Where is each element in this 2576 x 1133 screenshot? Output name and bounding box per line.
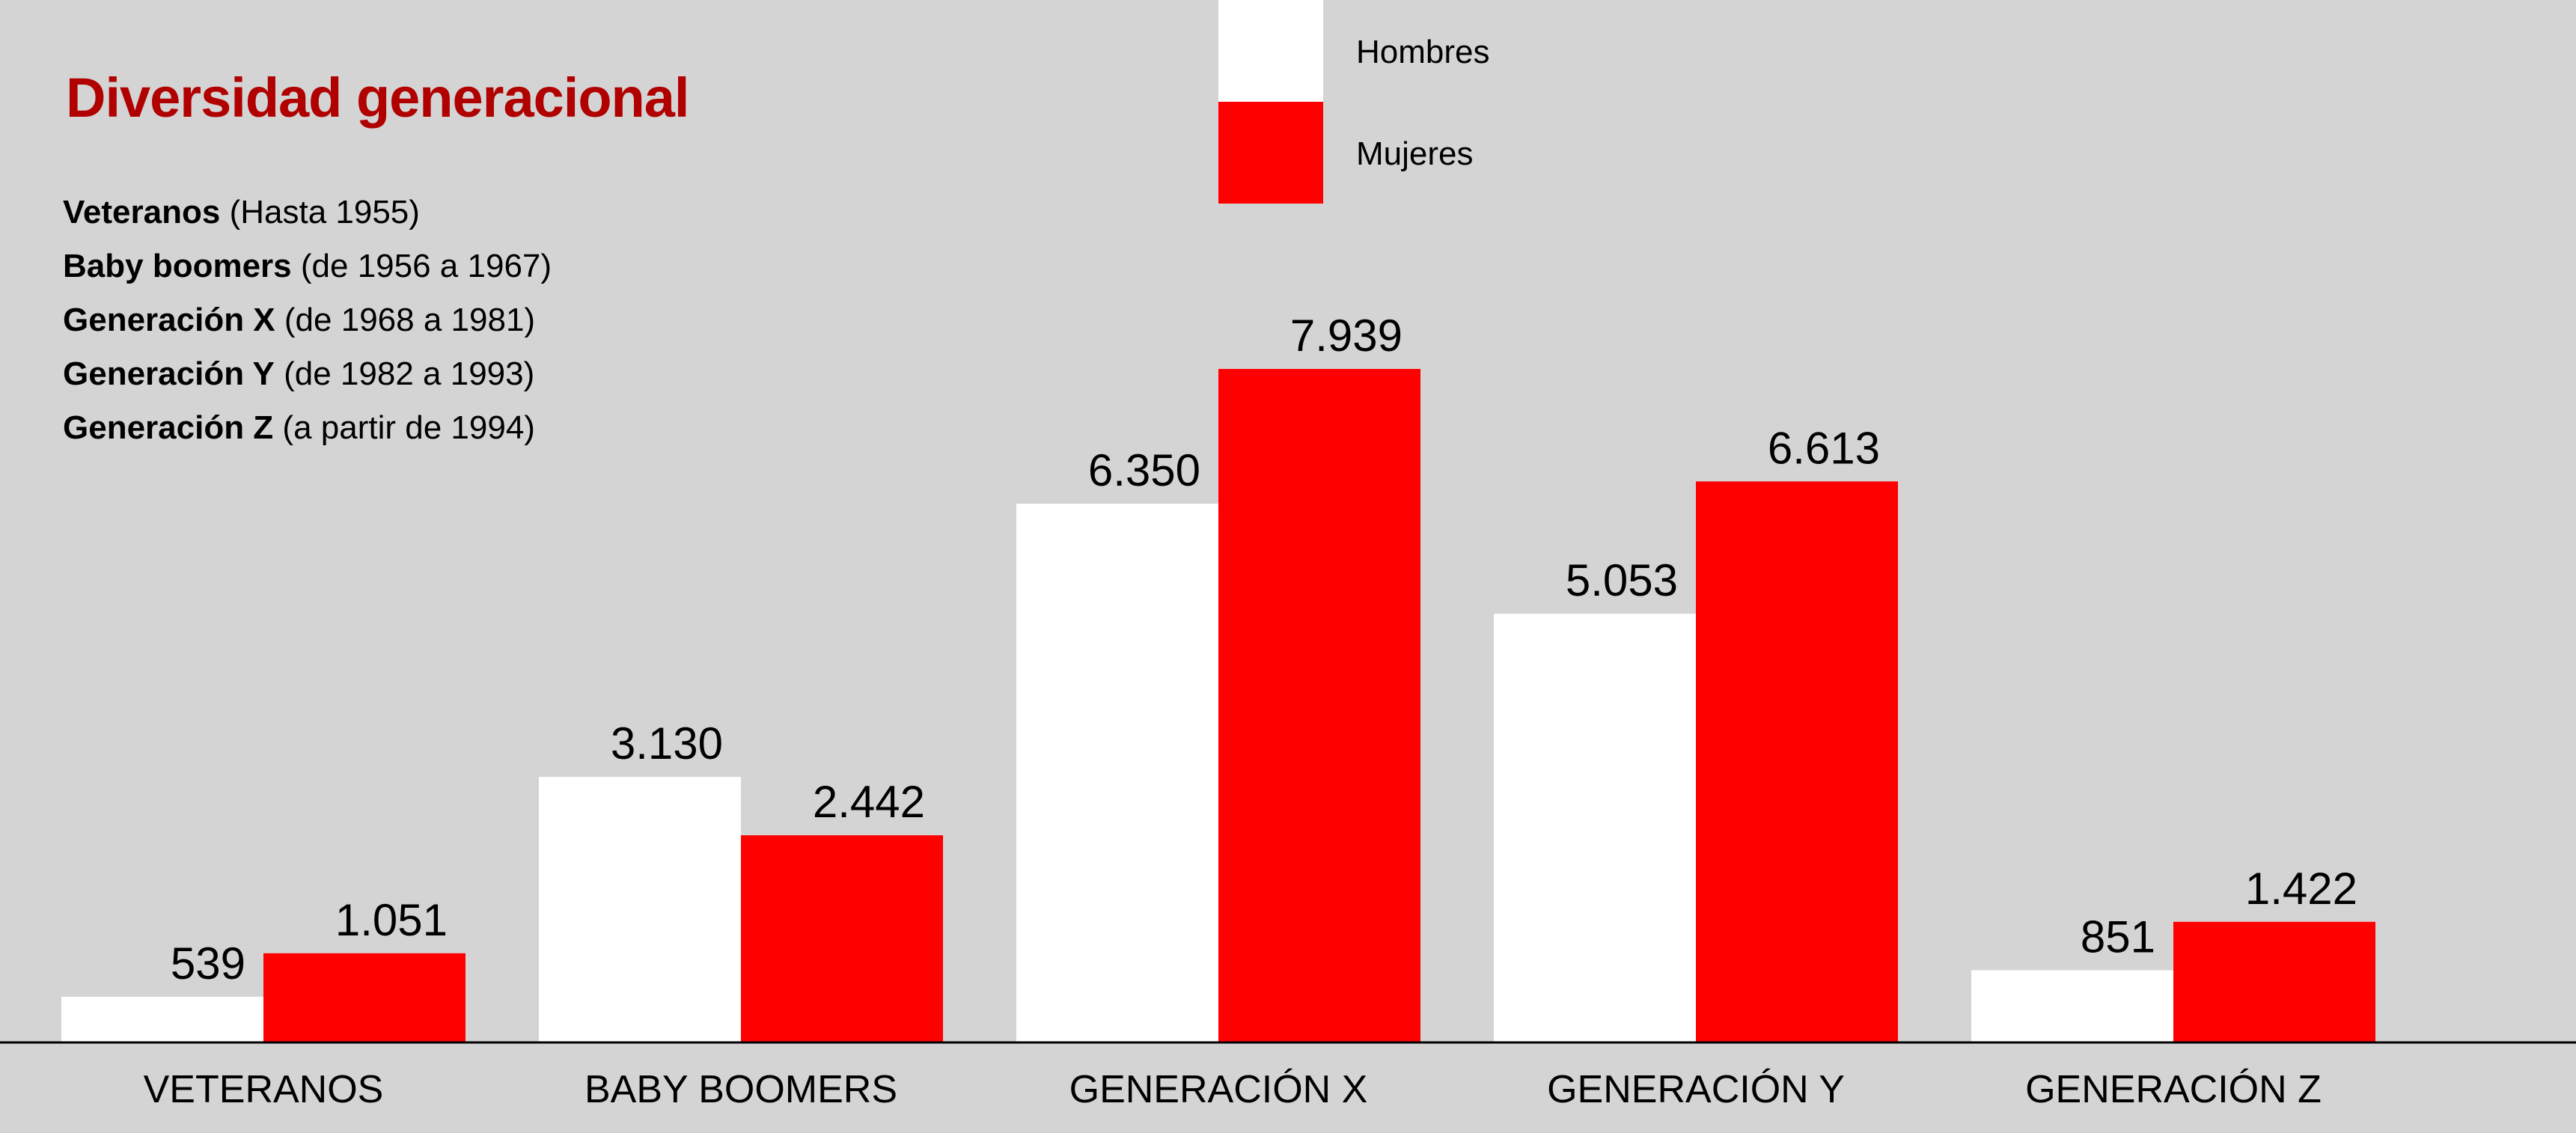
generation-name: Veteranos [63,194,221,230]
legend-swatch-mujeres [1218,102,1323,204]
generation-definition: Generación Z (a partir de 1994) [63,407,552,461]
data-label: 851 [2081,912,2155,962]
bar-hombres [61,996,263,1042]
bar-hombres [1971,970,2173,1042]
generation-definition: Generación Y (de 1982 a 1993) [63,353,552,407]
category-label: GENERACIÓN Z [2025,1068,2322,1111]
generation-range: (de 1982 a 1993) [284,355,535,392]
generation-definition: Baby boomers (de 1956 a 1967) [63,245,552,299]
generation-range: (de 1968 a 1981) [284,302,536,338]
legend-label: Mujeres [1356,135,1474,172]
data-label: 6.613 [1768,423,1880,473]
generation-name: Generación Z [63,409,274,446]
generation-range: (a partir de 1994) [282,409,535,446]
generation-range: (de 1956 a 1967) [300,248,552,284]
data-label: 539 [171,938,245,989]
bar-mujeres [1696,481,1898,1042]
generation-definition: Generación X (de 1968 a 1981) [63,299,552,353]
category-label: VETERANOS [144,1068,384,1111]
generation-name: Generación X [63,302,275,338]
category-label: GENERACIÓN Y [1547,1068,1845,1111]
bar-hombres [1016,504,1218,1042]
data-label: 2.442 [813,777,925,827]
chart-title: Diversidad generacional [66,67,689,129]
data-label: 6.350 [1088,445,1200,495]
generation-name: Baby boomers [63,248,292,284]
data-label: 5.053 [1566,555,1678,605]
data-label: 7.939 [1290,311,1403,361]
bar-mujeres [263,953,466,1042]
generation-definition: Veteranos (Hasta 1955) [63,192,552,245]
generation-definitions: Veteranos (Hasta 1955) Baby boomers (de … [63,192,552,461]
data-label: 1.422 [2245,864,2357,914]
category-label: BABY BOOMERS [585,1068,897,1111]
bar-hombres [1494,614,1696,1042]
legend-label: Hombres [1356,34,1490,70]
generation-range: (Hasta 1955) [229,194,420,230]
bar-hombres [539,777,741,1042]
generation-name: Generación Y [63,355,275,392]
bar-mujeres [2173,921,2375,1042]
bar-mujeres [1218,369,1420,1042]
data-label: 3.130 [611,718,723,769]
bar-mujeres [741,835,943,1042]
legend-swatch-hombres [1218,0,1323,102]
data-label: 1.051 [335,895,448,945]
category-label: GENERACIÓN X [1069,1068,1368,1111]
